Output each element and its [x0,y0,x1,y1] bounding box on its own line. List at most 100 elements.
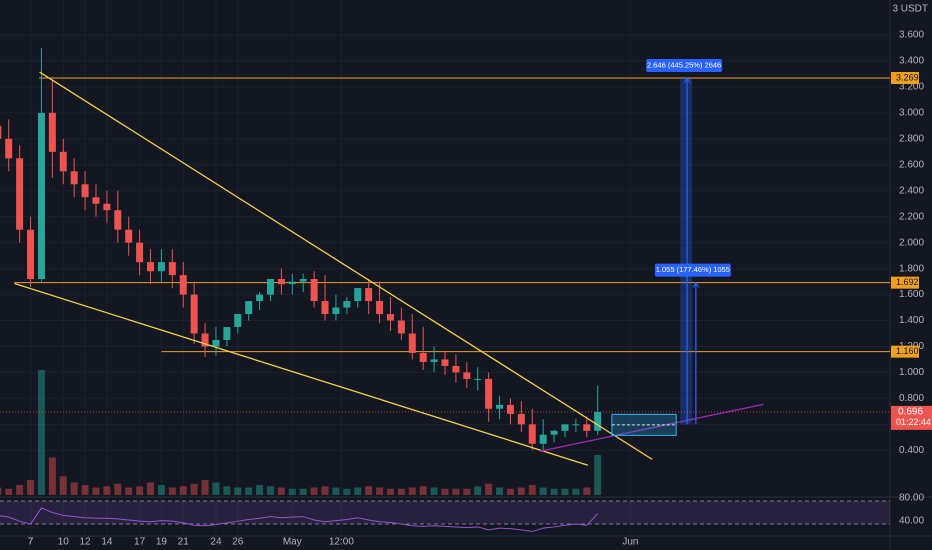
candle-body [266,278,274,295]
candle-body [81,184,89,198]
candle-body [550,430,558,435]
measure-label: 2.646 (445.25%) 2646 [647,60,721,69]
volume-bar [321,486,329,495]
volume-bar [365,486,373,495]
volume-bar [517,487,525,495]
candle-body [245,301,253,315]
candle-body [354,288,362,302]
volume-bar [92,487,100,495]
rsi-tick-label: 80.00 [899,493,924,504]
candle-body [496,404,504,409]
rsi-line [0,507,599,533]
y-tick-label: 0.800 [899,393,924,404]
measure-label-box [654,263,731,277]
volume-bar [485,483,493,495]
candle-body [376,301,384,315]
price-line-label: 1.160 [896,346,919,356]
candle-body [277,278,285,285]
y-tick-label: 2.200 [899,211,924,222]
volume-bar [452,488,460,495]
volume-bar [136,486,144,495]
volume-bar [354,487,362,495]
volume-bar [441,488,449,495]
arrow-head [692,281,700,288]
candle-body [179,275,187,295]
price-line-tag [891,276,919,289]
volume-bar [212,482,220,495]
candle-body [27,229,35,279]
candle-body [147,262,155,272]
y-tick-label: 0.400 [899,445,924,456]
volume-bar [70,482,78,495]
y-tick-label: 3.200 [899,82,924,93]
rsi-band [0,501,890,525]
volume-bar [496,487,504,495]
volume-bar [386,488,394,495]
x-tick-label: 24 [210,537,222,548]
volume-bar [277,487,285,495]
trend-line [39,71,653,460]
price-line-label: 1.692 [896,277,919,287]
volume-bar [234,487,242,495]
candle-body [37,112,45,279]
candle-body [430,359,438,363]
candle-body [5,138,13,159]
measure-band [680,77,693,425]
last-price-label: 0.696 [898,407,923,418]
volume-bar [550,488,558,495]
volume-bar [299,488,307,495]
volume-bar [343,488,351,495]
y-tick-label: 3.400 [899,56,924,67]
candle-body [92,197,100,204]
candle-body [201,333,209,347]
x-tick-label: 21 [178,537,190,548]
measure-label-box [646,58,723,72]
candle-body [114,210,122,230]
volume-bar [463,488,471,495]
volume-bar [37,370,45,495]
candle-body [561,424,569,431]
candle-body [103,203,111,211]
volume-bar [506,488,514,495]
volume-bar [474,486,482,495]
volume-bar [572,488,580,495]
candle-body [474,378,482,380]
y-tick-label: 3.600 [899,30,924,41]
volume-bar [528,485,536,495]
volume-bar [583,487,591,495]
volume-bar [81,485,89,495]
volume-bar [594,455,602,495]
volume-bar [0,487,2,495]
candle-body [397,320,405,334]
measure-label: 1.055 (177.46%) 1055 [656,265,730,274]
volume-bar [310,487,318,495]
volume-bar [59,476,67,495]
candle-body [386,314,394,321]
x-tick-label: 26 [232,537,244,548]
volume-bar [103,486,111,495]
candle-body [234,314,242,328]
x-tick-label: 12 [80,537,92,548]
candle-body [452,365,460,373]
volume-bar [201,480,209,495]
candle-body [310,278,318,302]
volume-bar [16,485,24,495]
candle-body [157,262,165,272]
volume-bar [223,486,231,495]
countdown: 01:22:44 [896,417,931,427]
x-tick-label: 14 [101,537,113,548]
volume-bar [266,486,274,495]
rsi-tick-label: 40.00 [899,516,924,527]
candle-body [223,327,231,340]
volume-bar [256,485,264,495]
x-tick-label: 7 [28,537,34,548]
y-tick-label: 2.400 [899,185,924,196]
x-tick-label: May [283,537,302,548]
candle-body [125,229,133,243]
candle-body [48,112,56,152]
volume-bar [179,486,187,495]
price-line-label: 3.269 [896,72,919,82]
volume-bar [408,487,416,495]
